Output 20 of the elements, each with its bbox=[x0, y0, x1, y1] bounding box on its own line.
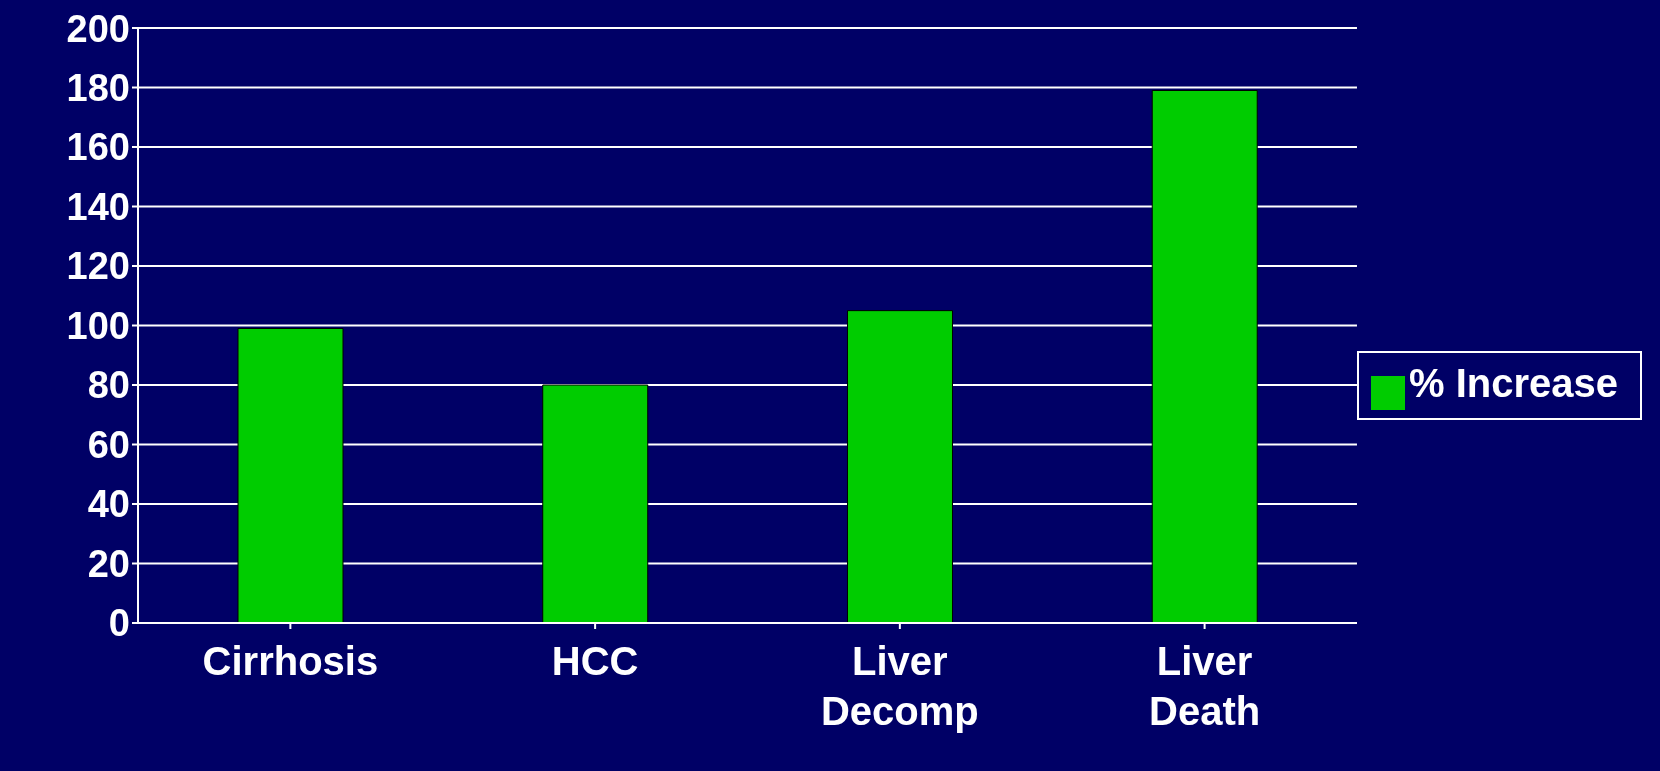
y-tick-label: 80 bbox=[87, 364, 130, 407]
bar bbox=[846, 310, 953, 623]
bar bbox=[542, 384, 649, 623]
y-tick-label: 0 bbox=[108, 602, 130, 645]
y-tick-label: 100 bbox=[66, 304, 130, 347]
y-tick-label: 120 bbox=[66, 245, 130, 288]
x-tick-label: HCC bbox=[551, 639, 639, 683]
y-tick-label: 140 bbox=[66, 185, 130, 228]
legend-label: % Increase bbox=[1408, 361, 1618, 406]
bar bbox=[237, 327, 344, 623]
y-tick-label: 180 bbox=[66, 66, 130, 109]
x-tick-label: Liver Decomp bbox=[820, 639, 979, 733]
y-tick-label: 60 bbox=[87, 423, 130, 466]
y-tick-label: 20 bbox=[87, 542, 130, 585]
y-tick-label: 160 bbox=[66, 126, 130, 169]
x-tick-label: Liver Death bbox=[1149, 639, 1261, 733]
y-tick-label: 200 bbox=[66, 7, 130, 50]
bar bbox=[1151, 89, 1258, 623]
x-tick-label: Cirrhosis bbox=[202, 639, 379, 683]
y-tick-label: 40 bbox=[87, 483, 130, 526]
